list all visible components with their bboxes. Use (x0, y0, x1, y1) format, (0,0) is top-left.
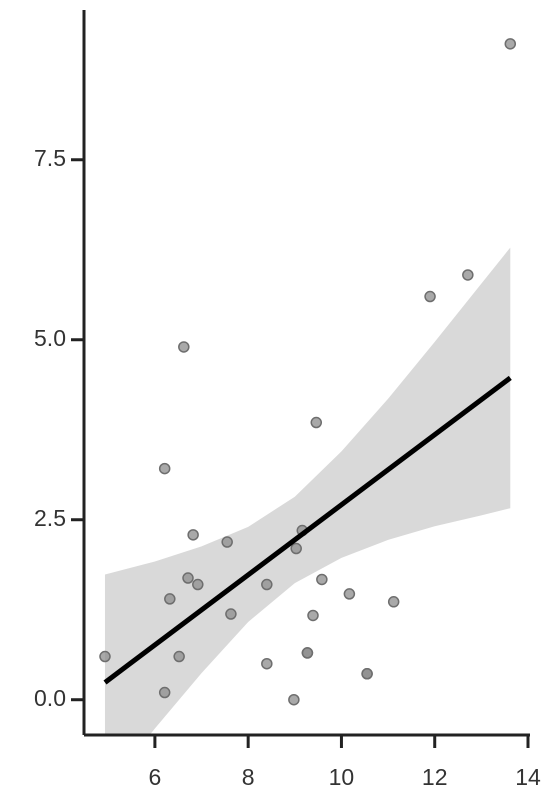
point (164, 593, 176, 605)
point (387, 596, 400, 608)
point (187, 529, 199, 541)
y-tick-label: 0.0 (34, 685, 66, 711)
point (261, 578, 273, 591)
point (310, 416, 323, 429)
plot-area (99, 38, 517, 735)
y-tick-label: 5.0 (34, 325, 66, 351)
point (99, 650, 111, 663)
point (361, 668, 373, 680)
point (504, 38, 517, 50)
point (158, 462, 171, 475)
point (158, 686, 171, 699)
y-tick-label: 7.5 (34, 145, 66, 171)
point (343, 588, 356, 600)
point (173, 650, 185, 663)
point (261, 657, 273, 670)
point (192, 578, 204, 591)
x-tick-label: 10 (329, 764, 355, 790)
y-tick-label: 2.5 (34, 505, 66, 531)
x-tick-label: 14 (515, 764, 541, 790)
point (290, 542, 302, 555)
x-tick-label: 8 (242, 764, 255, 790)
point (182, 572, 194, 584)
point (221, 536, 233, 548)
point (424, 290, 436, 303)
fit-line (103, 375, 512, 685)
point (178, 341, 190, 353)
point (288, 693, 300, 706)
point (462, 269, 474, 281)
point (301, 647, 314, 659)
point (316, 573, 328, 586)
confidence-band (104, 247, 511, 735)
point (225, 608, 237, 620)
x-tick-label: 12 (422, 764, 448, 790)
point (307, 609, 319, 622)
x-tick-label: 6 (148, 764, 161, 790)
